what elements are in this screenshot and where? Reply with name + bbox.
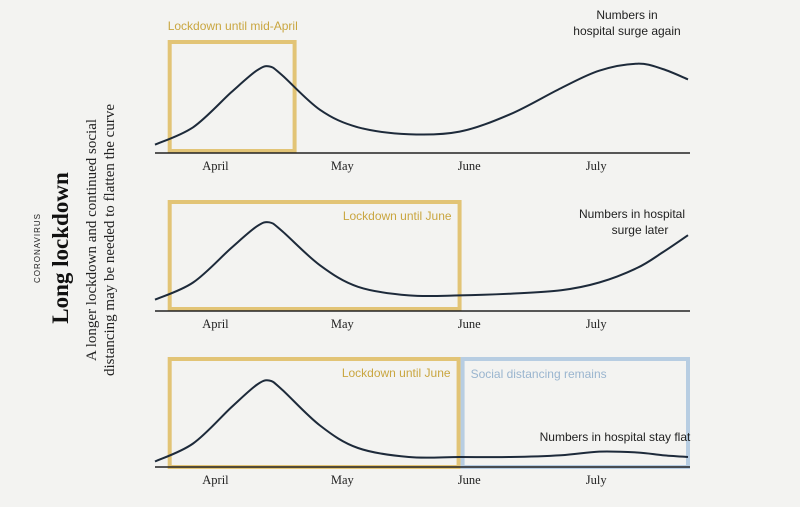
annotation-line-1: Numbers in hospital stay flat [540, 430, 691, 444]
x-tick-label-july: July [586, 159, 608, 173]
subhead-line-1: A longer lockdown and continued social [84, 119, 100, 361]
headline: Long lockdown [48, 172, 73, 324]
x-tick-label-may: May [331, 159, 355, 173]
lockdown-region-box [167, 40, 297, 153]
x-tick-label-july: July [586, 317, 608, 331]
x-tick-label-june: June [458, 159, 481, 173]
lockdown-region-label: Lockdown until mid-April [168, 19, 298, 33]
x-tick-label-april: April [202, 159, 229, 173]
hospital-curve [154, 379, 689, 463]
subhead-line-2: distancing may be needed to flatten the … [102, 104, 118, 376]
hospital-curve [154, 62, 689, 146]
chart-panel-3: Lockdown until June Social distancing re… [154, 357, 691, 487]
x-tick-label-june: June [458, 473, 481, 487]
chart-panel-2: Lockdown until June April May June July … [154, 200, 690, 331]
chart-panel-1: Lockdown until mid-April April May June … [154, 8, 690, 173]
annotation-line-2: hospital surge again [573, 24, 680, 38]
kicker: CORONAVIRUS [33, 213, 42, 283]
annotation-line-1: Numbers in [596, 8, 657, 22]
x-tick-label-may: May [331, 473, 355, 487]
distancing-region-label: Social distancing remains [471, 367, 607, 381]
x-tick-label-may: May [331, 317, 355, 331]
x-tick-label-june: June [458, 317, 481, 331]
annotation-line-1: Numbers in hospital [579, 207, 685, 221]
x-tick-label-july: July [586, 473, 608, 487]
annotation-line-2: surge later [612, 223, 669, 237]
lockdown-region-label: Lockdown until June [343, 209, 452, 223]
hospital-curve [154, 221, 689, 301]
lockdown-region-label: Lockdown until June [342, 366, 451, 380]
lockdown-region-box [167, 200, 462, 311]
x-tick-label-april: April [202, 473, 229, 487]
side-title-block: CORONAVIRUS Long lockdown A longer lockd… [33, 104, 118, 376]
x-tick-label-april: April [202, 317, 229, 331]
